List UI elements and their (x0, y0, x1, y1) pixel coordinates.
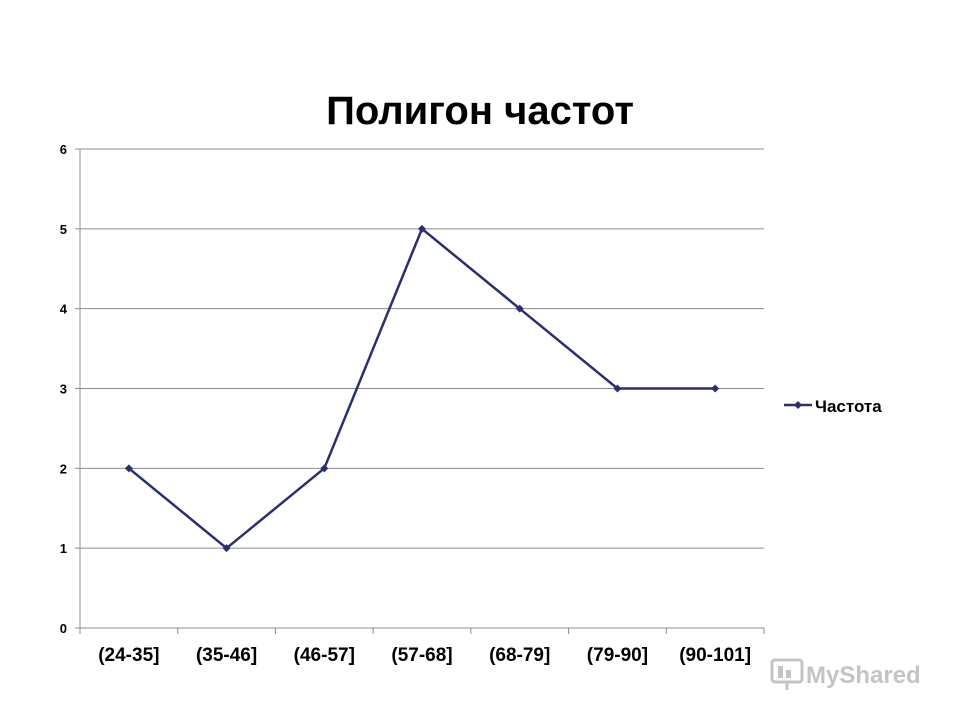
data-point-4 (515, 304, 524, 313)
x-tick-label-3: (57-68] (391, 645, 452, 666)
x-tick-label-1: (35-46] (196, 645, 257, 666)
y-tick-label-6: 6 (60, 142, 67, 157)
presentation-screen-icon (770, 658, 804, 690)
y-tick-label-3: 3 (60, 382, 67, 397)
series-line (124, 224, 720, 553)
x-tick-label-2: (46-57] (294, 645, 355, 666)
x-tick-label-4: (68-79] (489, 645, 550, 666)
legend-label: Частота (815, 397, 882, 416)
data-point-0 (124, 464, 133, 473)
data-point-5 (613, 384, 622, 393)
axes (75, 148, 765, 634)
legend: Частота (784, 397, 882, 416)
y-tick-label-4: 4 (60, 302, 68, 317)
data-point-6 (711, 384, 720, 393)
gridlines (80, 148, 764, 549)
x-tick-label-5: (79-90] (587, 645, 648, 666)
x-tick-label-6: (90-101] (679, 645, 751, 666)
watermark: MyShared (770, 658, 921, 690)
legend-swatch-marker (794, 401, 802, 409)
x-tick-label-0: (24-35] (98, 645, 159, 666)
y-tick-labels: 0 1 2 3 4 5 6 (60, 142, 68, 636)
data-point-2 (320, 464, 329, 473)
y-tick-label-5: 5 (60, 222, 67, 237)
x-tick-labels: (24-35] (35-46] (46-57] (57-68] (68-79] (79-9… (98, 645, 751, 666)
y-tick-label-1: 1 (60, 541, 67, 556)
data-point-3 (418, 224, 426, 233)
chart-title: Полигон частот (326, 89, 634, 133)
watermark-text: MyShared (806, 662, 921, 689)
data-point-1 (222, 544, 231, 553)
y-tick-label-0: 0 (60, 621, 67, 636)
y-tick-label-2: 2 (60, 461, 67, 476)
